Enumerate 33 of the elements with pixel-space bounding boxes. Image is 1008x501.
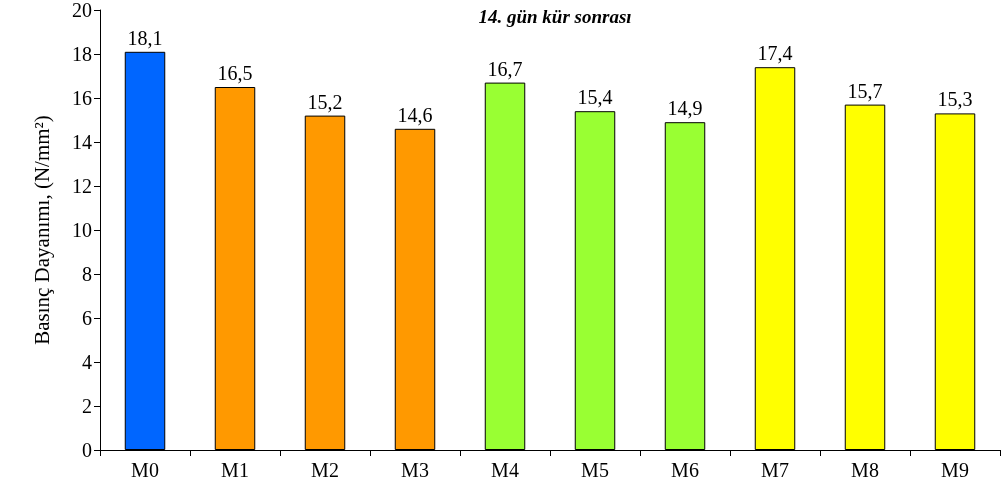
data-label: 15,4 — [577, 86, 613, 109]
x-tick-label: M6 — [671, 459, 699, 481]
data-label: 15,3 — [937, 88, 973, 111]
x-tick-label: M3 — [401, 459, 429, 481]
y-tick-label: 6 — [82, 307, 92, 329]
data-label: 14,6 — [397, 103, 433, 126]
x-tick-label: M9 — [941, 459, 969, 481]
y-tick-label: 16 — [72, 87, 92, 109]
y-tick-label: 14 — [72, 131, 92, 153]
chart-title: 14. gün kür sonrası — [478, 6, 632, 27]
x-tick-label: M0 — [131, 459, 159, 481]
data-label: 16,7 — [487, 57, 523, 80]
data-label: 16,5 — [217, 62, 253, 84]
y-tick-label: 4 — [82, 351, 92, 373]
x-tick-label: M8 — [851, 459, 879, 481]
data-label: 14,9 — [667, 97, 703, 120]
x-tick-label: M2 — [311, 459, 339, 481]
x-tick-label: M5 — [581, 459, 609, 481]
x-tick-label: M4 — [491, 459, 519, 481]
data-label: 18,1 — [127, 26, 163, 49]
x-tick-label: M1 — [221, 459, 249, 481]
y-tick-label: 2 — [82, 395, 92, 417]
data-label: 15,7 — [847, 79, 883, 102]
data-label: 17,4 — [757, 42, 793, 65]
y-tick-label: 8 — [82, 263, 92, 285]
y-tick-label: 18 — [72, 43, 92, 65]
data-label: 15,2 — [307, 90, 343, 113]
y-tick-label: 0 — [82, 439, 92, 461]
y-tick-label: 12 — [72, 175, 92, 197]
y-axis-title: Basınç Dayanımı, (N/mm²) — [29, 115, 54, 345]
x-tick-label: M7 — [761, 459, 789, 481]
y-tick-label: 20 — [72, 0, 92, 21]
y-tick-label: 10 — [72, 219, 92, 241]
